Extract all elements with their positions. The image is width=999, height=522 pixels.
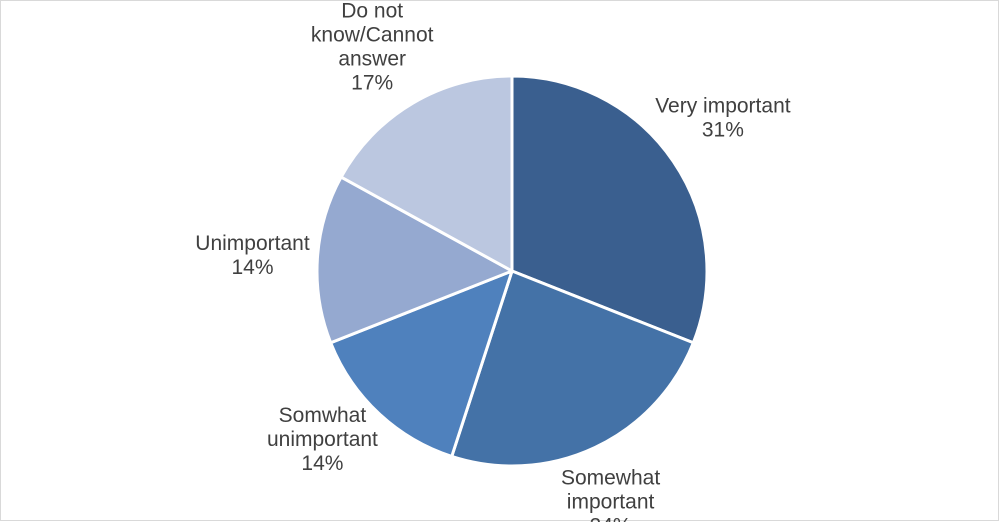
slice-label-2: Somewhatimportant24% — [561, 467, 660, 522]
slice-percent: 17% — [351, 72, 393, 95]
slice-label-line: important — [567, 491, 655, 514]
slices-layer — [315, 74, 709, 468]
slice-label-line: know/Cannot — [311, 24, 434, 47]
slice-label-line: Somwhat — [279, 404, 367, 427]
slice-label-line: Somewhat — [561, 467, 660, 490]
slice-label-line: Very important — [655, 95, 791, 118]
slice-label-line: Unimportant — [195, 232, 310, 255]
labels-layer: Very important31%Somewhatimportant24%Som… — [195, 1, 790, 522]
slice-label-line: unimportant — [267, 428, 378, 451]
slice-label-5: Do not know/Cannot answer 17% — [311, 1, 434, 95]
pie-slice-3 — [329, 269, 514, 458]
slice-percent: 14% — [301, 452, 343, 475]
slice-percent: 24% — [590, 515, 632, 522]
pie-slice-1 — [510, 74, 709, 345]
slice-label-line: answer — [338, 48, 406, 71]
slice-percent: 31% — [702, 119, 744, 142]
slice-label-4: Unimportant 14% — [195, 232, 310, 279]
pie-slice-4 — [315, 175, 514, 345]
slice-label-3: Somwhat unimportant 14% — [267, 404, 378, 475]
slice-label-line: Do not — [341, 1, 403, 23]
slice-label-1: Very important 31% — [655, 95, 791, 142]
pie-slice-5 — [339, 74, 514, 273]
slice-percent: 14% — [231, 256, 273, 279]
pie-slice-2 — [450, 269, 695, 468]
